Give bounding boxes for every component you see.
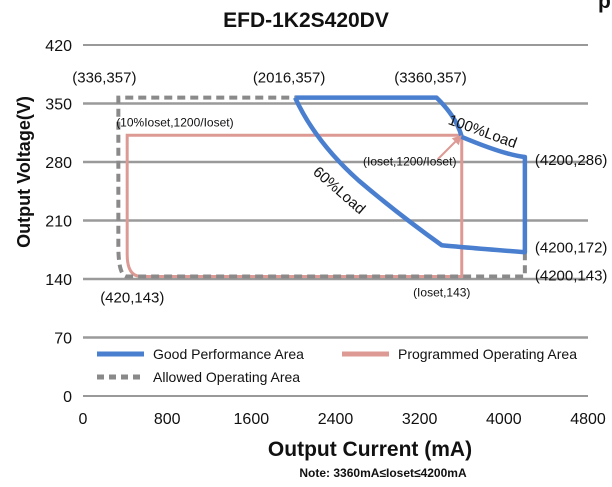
y-tick-label: 280 [45, 155, 72, 172]
legend-label: Allowed Operating Area [153, 369, 300, 385]
arrow-shaft [437, 138, 459, 160]
point-label: (336,357) [72, 70, 136, 87]
point-labels: (336,357) (2016,357) (3360,357) (10%Ioset,1… [72, 70, 607, 307]
y-tick-labels: 0 70 140 210 280 350 420 [45, 38, 72, 406]
point-label: (Ioset,143) [413, 285, 470, 299]
point-label: (420,143) [100, 289, 164, 306]
x-tick-labels: 0 800 1600 2400 3200 4000 4800 [79, 411, 606, 428]
x-tick-label: 4800 [570, 411, 606, 428]
series-line-programmed [125, 133, 464, 278]
series-lines [116, 95, 528, 279]
point-label: (3360,357) [394, 70, 467, 87]
y-tick-label: 140 [45, 272, 72, 289]
y-tick-label: 420 [45, 38, 72, 55]
x-tick-label: 4000 [486, 411, 522, 428]
arrow-head [451, 135, 462, 146]
note-text: Note: 3360mA≤Ioset≤4200mA [299, 466, 467, 480]
x-tick-label: 1600 [234, 411, 270, 428]
y-axis-title: Output Voltage(V) [14, 96, 34, 248]
legend: Good Performance Area Programmed Operatin… [97, 346, 577, 385]
point-label: (Ioset,1200/Ioset) [363, 154, 456, 168]
point-label: (4200,143) [535, 267, 608, 284]
gridlines [83, 44, 588, 397]
x-tick-label: 2400 [318, 411, 354, 428]
x-tick-label: 0 [79, 411, 88, 428]
point-label: (4200,286) [535, 152, 608, 169]
legend-label: Programmed Operating Area [398, 346, 577, 362]
y-tick-label: 350 [45, 97, 72, 114]
y-tick-label: 70 [54, 331, 72, 348]
y-tick-label: 210 [45, 214, 72, 231]
y-tick-label: 0 [63, 389, 72, 406]
annotation-arrow [437, 135, 462, 160]
point-label: (2016,357) [253, 70, 326, 87]
chart-title-cut-fragment: p [598, 0, 611, 13]
x-tick-label: 3200 [402, 411, 438, 428]
legend-label: Good Performance Area [153, 346, 304, 362]
point-label: (4200,172) [535, 239, 608, 256]
x-axis-title: Output Current (mA) [268, 438, 472, 461]
series-line-allowed [116, 95, 527, 279]
x-tick-label: 800 [154, 411, 181, 428]
series-line-good [293, 95, 528, 255]
point-label: (10%Ioset,1200/Ioset) [116, 115, 233, 129]
curve-label: 60%Load [309, 163, 368, 217]
chart-title: EFD-1K2S420DV [223, 9, 389, 32]
